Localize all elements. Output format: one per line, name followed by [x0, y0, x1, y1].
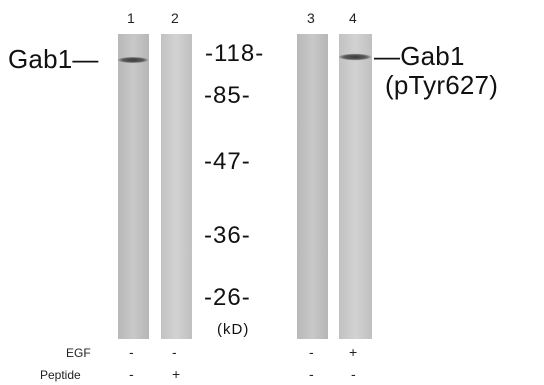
band-label-left: Gab1— — [8, 44, 99, 74]
egf-row-label: EGF — [66, 346, 91, 360]
marker-26: -26- — [204, 284, 251, 311]
band-lane-4 — [339, 53, 371, 61]
band-label-right: —Gab1 — [374, 41, 465, 71]
lane-2-strip — [161, 34, 192, 339]
egf-lane-1: - — [129, 344, 134, 360]
lane-4-strip — [339, 34, 372, 339]
marker-85: -85- — [204, 82, 251, 109]
egf-lane-4: + — [349, 344, 358, 360]
lane-1-strip — [118, 34, 149, 339]
lane-number-2: 2 — [171, 10, 179, 26]
marker-36: -36- — [204, 222, 251, 249]
lane-number-3: 3 — [307, 10, 315, 26]
peptide-row-label: Peptide — [40, 368, 81, 382]
marker-unit: (kD) — [217, 321, 250, 338]
lane-number-4: 4 — [349, 10, 357, 26]
egf-lane-3: - — [309, 344, 314, 360]
lane-3-strip — [297, 34, 328, 339]
marker-118: -118- — [205, 40, 265, 67]
peptide-lane-3: - — [309, 366, 314, 382]
peptide-lane-2: + — [172, 366, 181, 382]
band-label-right-modification: (pTyr627) — [385, 70, 499, 100]
band-lane-1 — [118, 57, 148, 63]
marker-47: -47- — [204, 148, 251, 175]
egf-lane-2: - — [172, 344, 177, 360]
lane-number-1: 1 — [127, 10, 135, 26]
peptide-lane-1: - — [129, 366, 134, 382]
peptide-lane-4: - — [351, 366, 356, 382]
